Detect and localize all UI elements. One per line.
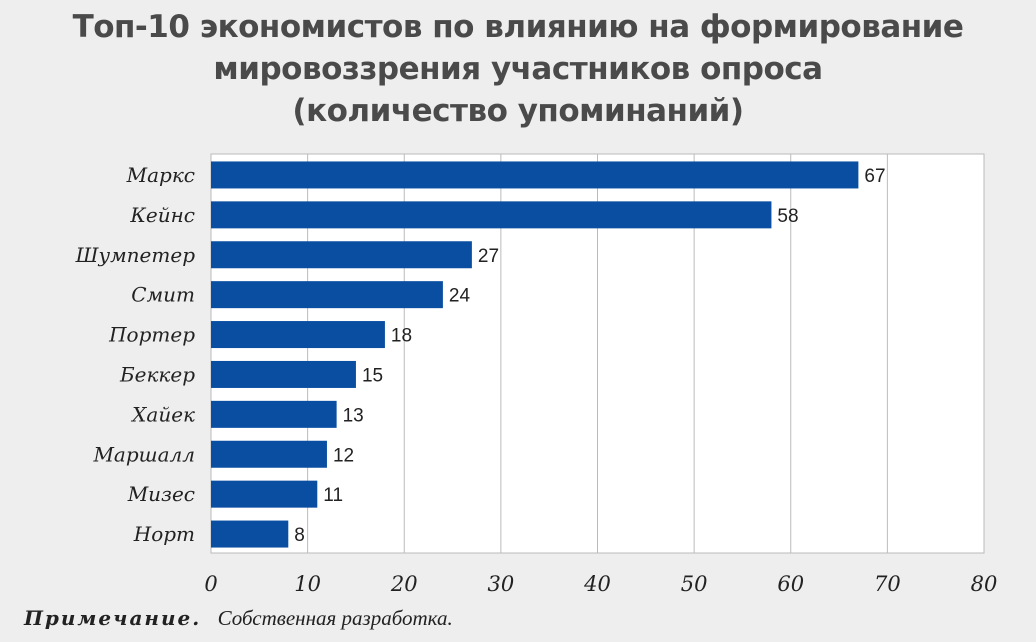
x-tick-label: 40 bbox=[583, 572, 611, 596]
x-tick-label: 50 bbox=[681, 572, 708, 596]
category-label: Портер bbox=[108, 323, 195, 347]
category-label: Маршалл bbox=[92, 442, 195, 466]
x-tick-label: 30 bbox=[488, 572, 515, 596]
x-tick-label: 70 bbox=[874, 572, 901, 596]
category-label: Норт bbox=[133, 522, 195, 546]
data-label: 67 bbox=[864, 166, 885, 187]
data-label: 13 bbox=[343, 405, 364, 426]
chart-title-line: (количество упоминаний) bbox=[292, 93, 744, 129]
bar bbox=[211, 480, 318, 508]
bar bbox=[211, 161, 859, 189]
x-tick-label: 80 bbox=[971, 572, 998, 596]
category-label: Беккер bbox=[119, 362, 195, 386]
bar bbox=[211, 360, 356, 388]
bar bbox=[211, 281, 443, 309]
data-label: 8 bbox=[294, 525, 305, 546]
chart-title-line: Топ-10 экономистов по влиянию на формиро… bbox=[72, 9, 964, 45]
bar bbox=[211, 241, 472, 269]
category-label: Маркс bbox=[126, 163, 195, 187]
x-tick-label: 10 bbox=[294, 572, 321, 596]
footnote-text: Собственная разработка. bbox=[217, 606, 453, 630]
x-tick-label: 60 bbox=[777, 572, 804, 596]
data-label: 12 bbox=[333, 445, 354, 466]
bar bbox=[211, 321, 385, 349]
footnote: Примечание. Собственная разработка. bbox=[24, 606, 453, 631]
category-label: Хайек bbox=[130, 402, 195, 426]
category-label: Мизес bbox=[127, 482, 195, 506]
footnote-label: Примечание. bbox=[24, 606, 202, 630]
x-tick-label: 20 bbox=[390, 572, 418, 596]
data-label: 11 bbox=[323, 485, 343, 506]
category-label: Кейнс bbox=[129, 203, 195, 227]
category-label: Шумпетер bbox=[75, 243, 196, 267]
bar bbox=[211, 400, 337, 428]
chart-title: Топ-10 экономистов по влиянию на формиро… bbox=[0, 6, 1036, 132]
x-tick-label: 0 bbox=[204, 572, 217, 596]
category-label: Смит bbox=[131, 283, 195, 307]
bar bbox=[211, 520, 289, 548]
data-label: 15 bbox=[362, 365, 383, 386]
data-label: 27 bbox=[478, 246, 499, 267]
data-label: 18 bbox=[391, 326, 412, 347]
chart-title-line: мировоззрения участников опроса bbox=[213, 51, 823, 87]
bar bbox=[211, 440, 327, 468]
data-label: 58 bbox=[777, 206, 798, 227]
data-label: 24 bbox=[449, 286, 471, 307]
bar bbox=[211, 201, 772, 229]
